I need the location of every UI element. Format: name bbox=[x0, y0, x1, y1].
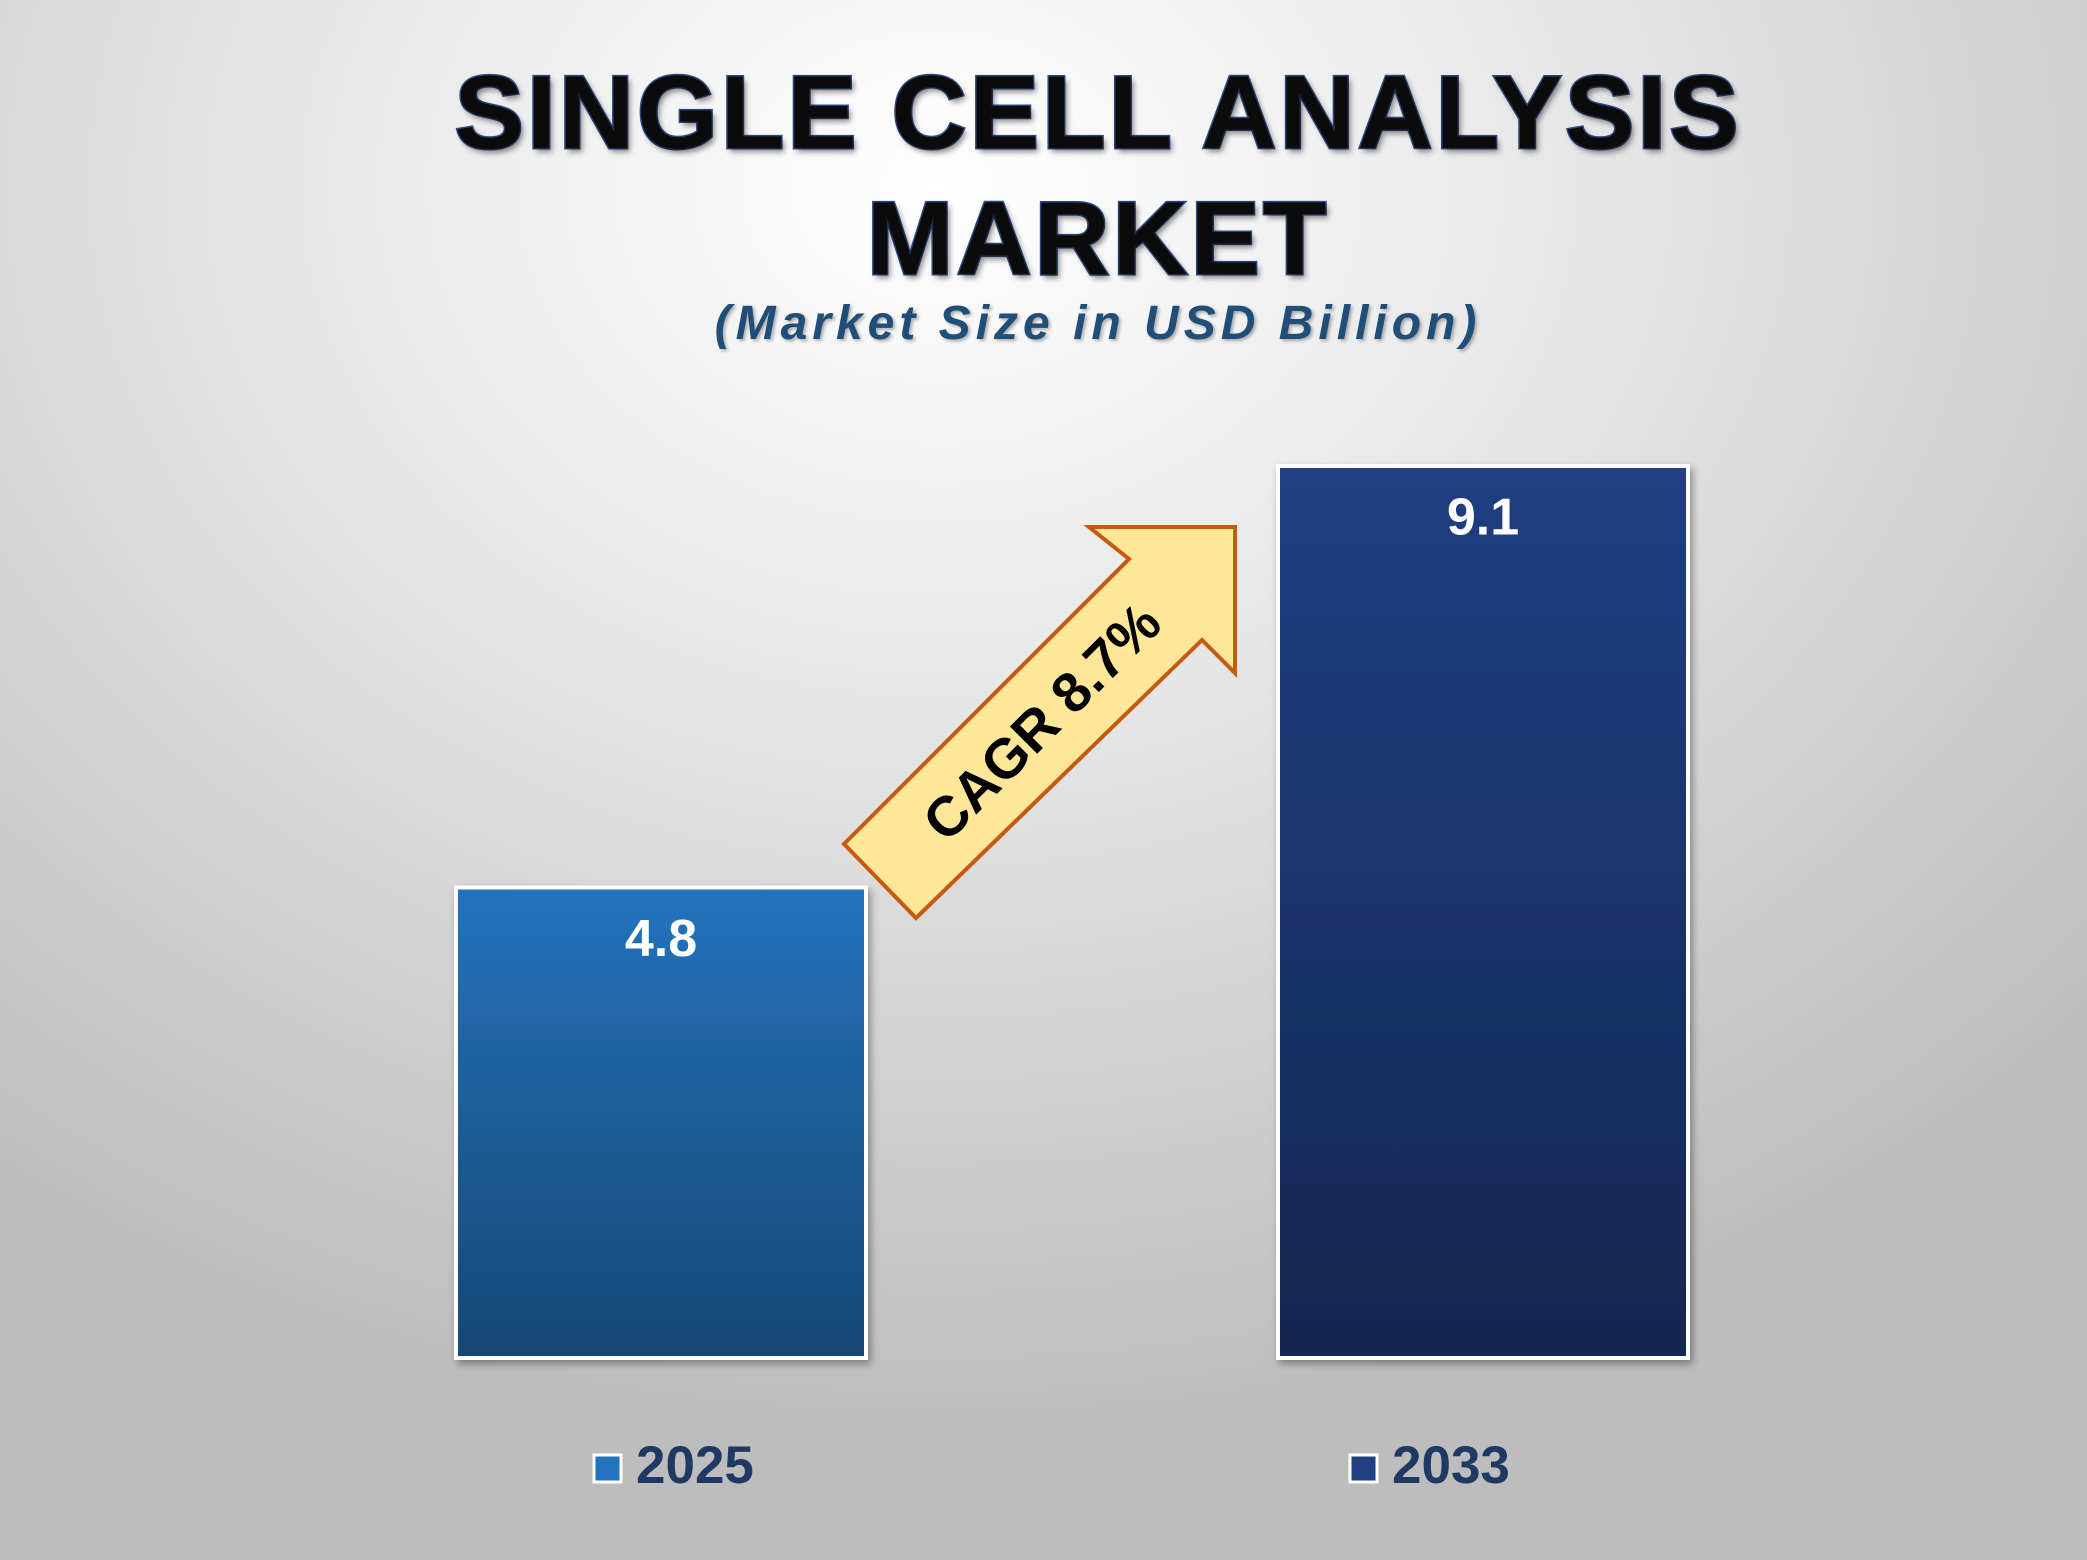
cagr-label: CAGR 8.7% bbox=[910, 590, 1172, 852]
legend-label: 2025 bbox=[636, 1436, 754, 1495]
chart-title: SINGLE CELL ANALYSIS MARKET bbox=[453, 54, 1742, 299]
chart-subtitle: (Market Size in USD Billion) bbox=[714, 297, 1482, 350]
value-label: 4.8 bbox=[625, 910, 697, 968]
bar bbox=[454, 885, 868, 1360]
legend-swatch bbox=[1348, 1453, 1379, 1484]
legend-swatch bbox=[592, 1453, 623, 1484]
cagr-arrow bbox=[841, 525, 1237, 921]
legend-label: 2033 bbox=[1392, 1436, 1510, 1495]
bar bbox=[1276, 464, 1690, 1360]
value-label: 9.1 bbox=[1447, 489, 1519, 547]
